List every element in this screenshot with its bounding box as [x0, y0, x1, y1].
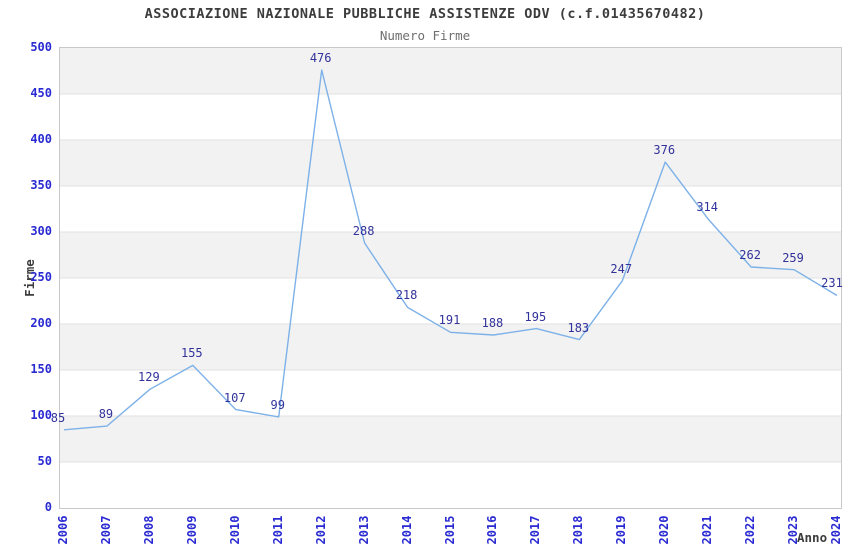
plot-area: [59, 47, 842, 509]
x-tick-label: 2011: [270, 515, 285, 545]
x-tick-label: 2018: [571, 515, 586, 545]
grid-band: [60, 278, 841, 324]
y-tick-label: 150: [30, 362, 52, 376]
x-tick-label: 2012: [313, 515, 328, 545]
data-value-label: 99: [270, 397, 285, 412]
data-value-label: 85: [50, 410, 66, 425]
data-value-label: 195: [524, 309, 547, 324]
x-tick-label: 2009: [184, 515, 199, 545]
data-value-label: 89: [98, 407, 114, 422]
data-value-label: 247: [610, 261, 633, 276]
data-value-label: 231: [821, 276, 843, 291]
chart-subtitle: Numero Firme: [379, 28, 471, 43]
firme-line-series: [63, 69, 838, 431]
y-tick-label: 500: [30, 40, 52, 54]
x-tick-label: 2017: [528, 515, 543, 545]
y-tick-label: 400: [30, 132, 52, 146]
grid-band: [60, 140, 841, 186]
data-value-label: 188: [481, 316, 504, 331]
data-value-label: 314: [696, 200, 718, 215]
data-value-label: 288: [352, 224, 375, 239]
data-value-label: 259: [782, 250, 804, 265]
x-tick-label: 2013: [356, 515, 371, 545]
data-value-label: 376: [653, 143, 676, 158]
grid-band: [60, 186, 841, 232]
data-value-label: 107: [223, 390, 246, 405]
x-axis-title: Anno: [797, 530, 828, 545]
x-tick-label: 2020: [657, 515, 672, 545]
y-tick-label: 0: [44, 500, 52, 514]
x-tick-label: 2007: [98, 515, 113, 545]
data-value-label: 218: [395, 288, 418, 303]
data-value-label: 155: [180, 346, 203, 361]
x-tick-label: 2014: [399, 515, 414, 545]
data-value-label: 262: [739, 247, 761, 262]
x-tick-label: 2019: [614, 515, 629, 545]
y-tick-label: 350: [30, 178, 52, 192]
y-tick-label: 50: [37, 454, 52, 468]
data-value-label: 191: [438, 313, 461, 328]
x-tick-label: 2006: [56, 515, 70, 545]
grid-band: [60, 370, 841, 416]
y-tick-label: 300: [30, 224, 52, 238]
x-tick-label: 2021: [700, 515, 715, 545]
y-tick-label: 100: [30, 408, 52, 422]
data-value-label: 476: [309, 51, 332, 66]
line-chart-canvas: [60, 48, 841, 508]
chart-title: ASSOCIAZIONE NAZIONALE PUBBLICHE ASSISTE…: [144, 6, 706, 22]
x-tick-label: 2010: [227, 515, 242, 545]
x-tick-label: 2022: [743, 515, 758, 545]
x-tick-label: 2008: [141, 515, 156, 545]
x-tick-label: 2024: [829, 515, 843, 545]
grid-band: [60, 416, 841, 462]
y-tick-label: 250: [30, 270, 52, 284]
grid-band: [60, 48, 841, 94]
data-value-label: 129: [138, 370, 160, 385]
grid-band: [60, 94, 841, 140]
x-tick-label: 2016: [485, 515, 500, 545]
data-value-label: 183: [567, 320, 590, 335]
grid-band: [60, 462, 841, 508]
y-tick-label: 200: [30, 316, 52, 330]
grid-band: [60, 232, 841, 278]
x-tick-label: 2015: [442, 515, 457, 545]
y-tick-label: 450: [30, 86, 52, 100]
